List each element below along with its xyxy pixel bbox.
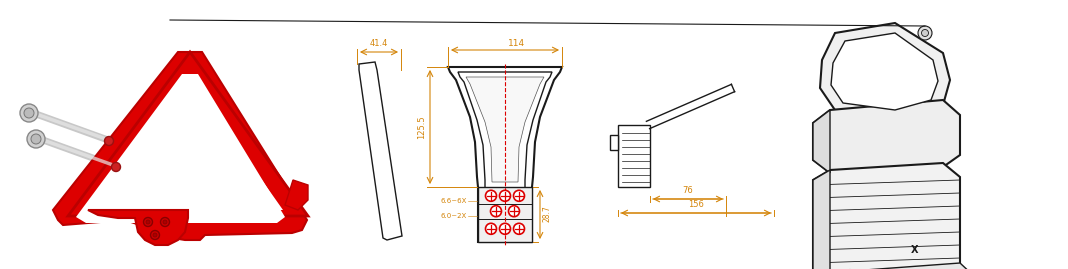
- Text: 6.0~2X: 6.0~2X: [441, 213, 467, 219]
- Circle shape: [153, 233, 157, 237]
- Circle shape: [105, 136, 113, 146]
- Circle shape: [31, 134, 41, 144]
- Polygon shape: [359, 62, 402, 240]
- Polygon shape: [98, 78, 283, 210]
- Polygon shape: [813, 110, 830, 173]
- Circle shape: [111, 162, 121, 172]
- Polygon shape: [831, 33, 938, 110]
- Circle shape: [486, 190, 497, 201]
- Circle shape: [514, 190, 524, 201]
- Polygon shape: [76, 74, 285, 223]
- Text: 28.7: 28.7: [541, 206, 551, 222]
- Polygon shape: [820, 23, 951, 120]
- Bar: [610, 135, 618, 150]
- Circle shape: [486, 223, 497, 234]
- Circle shape: [490, 206, 502, 217]
- Circle shape: [918, 26, 932, 40]
- Text: 125.5: 125.5: [417, 115, 426, 139]
- Text: 76: 76: [682, 186, 693, 195]
- Polygon shape: [850, 263, 975, 269]
- Polygon shape: [813, 170, 830, 269]
- Polygon shape: [88, 210, 188, 245]
- Circle shape: [922, 30, 928, 37]
- Circle shape: [500, 223, 511, 234]
- Circle shape: [143, 218, 153, 226]
- Circle shape: [160, 218, 170, 226]
- Text: 41.4: 41.4: [370, 39, 388, 48]
- Text: 114: 114: [508, 39, 525, 48]
- Circle shape: [146, 220, 150, 224]
- Text: X: X: [911, 245, 918, 255]
- Circle shape: [23, 108, 34, 118]
- Circle shape: [500, 190, 511, 201]
- Circle shape: [20, 104, 38, 122]
- Circle shape: [27, 130, 45, 148]
- Polygon shape: [68, 52, 308, 216]
- Polygon shape: [813, 163, 960, 269]
- Bar: [478, 187, 532, 242]
- Polygon shape: [53, 52, 307, 240]
- Polygon shape: [813, 100, 960, 173]
- Circle shape: [508, 206, 519, 217]
- Circle shape: [514, 223, 524, 234]
- Polygon shape: [466, 77, 544, 182]
- Text: 6.6~6X: 6.6~6X: [441, 198, 467, 204]
- Polygon shape: [447, 67, 562, 242]
- Circle shape: [151, 231, 159, 239]
- Text: 156: 156: [688, 200, 704, 209]
- Polygon shape: [458, 72, 552, 192]
- Bar: [618, 125, 650, 187]
- Polygon shape: [285, 180, 308, 210]
- Circle shape: [163, 220, 167, 224]
